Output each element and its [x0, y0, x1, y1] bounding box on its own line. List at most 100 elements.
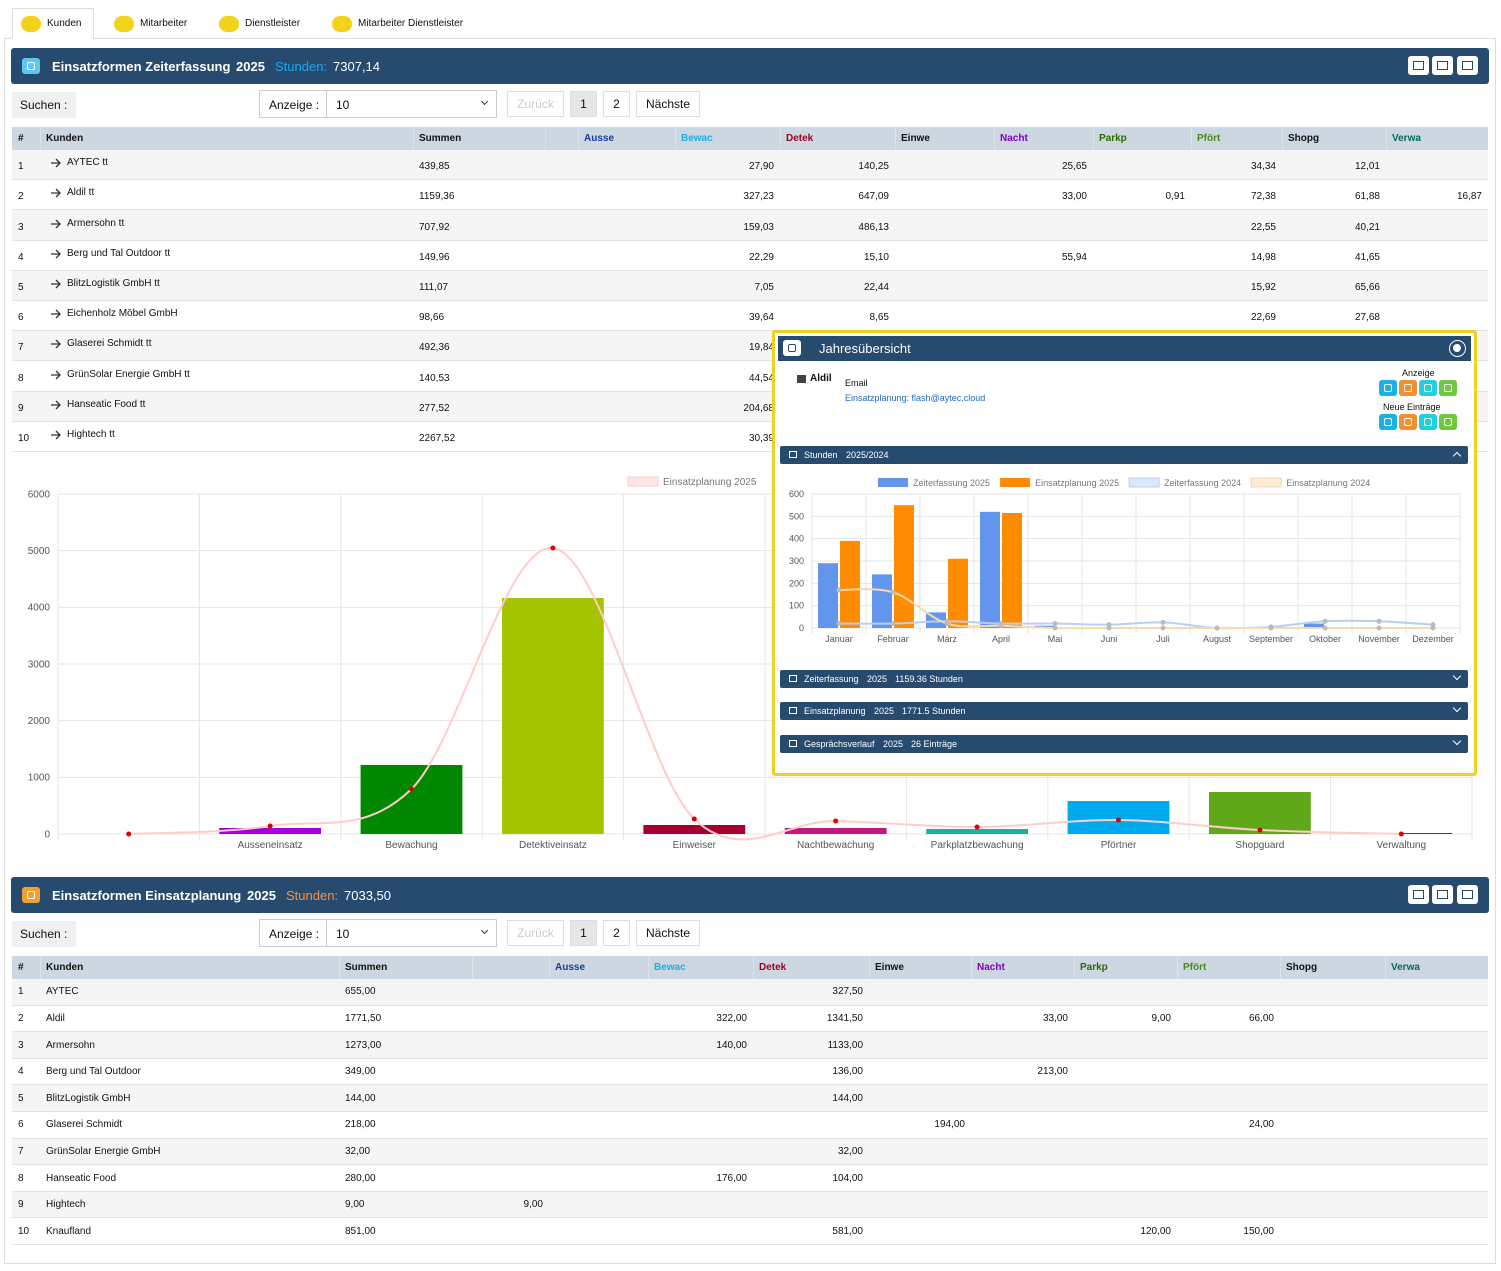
search-label-box[interactable]: Suchen :: [12, 92, 76, 118]
row-arrow[interactable]: [50, 339, 62, 349]
tab[interactable]: Dienstleister: [211, 8, 312, 39]
column-header: Shopg: [1288, 133, 1320, 144]
icon[interactable]: [1439, 380, 1457, 396]
table-row: [12, 1005, 1488, 1033]
year-chart: 0 100 200 300 400 500 600 Januar Februar März Apri…: [789, 477, 1461, 644]
y-tick-label: 100: [789, 601, 804, 611]
section-value: 1159.36 Stunden: [895, 674, 963, 684]
row-arrow[interactable]: [50, 219, 62, 229]
page-button[interactable]: Nächste: [636, 920, 700, 946]
panel-title: Einsatzformen Einsatzplanung: [52, 888, 242, 903]
cell: 22,44: [863, 281, 889, 293]
sort[interactable]: [1270, 134, 1276, 142]
chevron: [480, 97, 489, 106]
icon[interactable]: [1379, 414, 1397, 430]
row-arrow[interactable]: [50, 249, 62, 259]
arrow-path: [51, 188, 61, 198]
sort[interactable]: [1268, 963, 1274, 971]
panel-year: 2025: [236, 59, 265, 74]
cell: 34,34: [1250, 161, 1276, 173]
x-tick-label: März: [937, 634, 957, 644]
tab[interactable]: Kunden: [12, 8, 95, 39]
header-button[interactable]: [1457, 56, 1478, 75]
sort[interactable]: [636, 963, 642, 971]
page-button[interactable]: 2: [603, 920, 630, 946]
icon[interactable]: [1419, 380, 1437, 396]
icon-glyph: [1384, 418, 1392, 426]
sort[interactable]: [883, 134, 889, 142]
row-arrow[interactable]: [50, 430, 62, 440]
sort[interactable]: [1062, 963, 1068, 971]
sort[interactable]: [566, 134, 572, 142]
x-tick-label: Februar: [877, 634, 909, 644]
sort[interactable]: [1476, 963, 1482, 971]
icon[interactable]: [1379, 380, 1397, 396]
tab[interactable]: Mitarbeiter: [106, 8, 199, 39]
row-arrow[interactable]: [50, 188, 62, 198]
header-button[interactable]: [1457, 885, 1478, 904]
sort[interactable]: [741, 963, 747, 971]
email[interactable]: Einsatzplanung: flash@aytec.cloud: [845, 393, 986, 403]
table-row: [12, 150, 1488, 181]
sort[interactable]: [537, 963, 543, 971]
sort[interactable]: [460, 963, 466, 971]
page-button[interactable]: Nächste: [636, 91, 700, 117]
sort[interactable]: [1476, 134, 1482, 142]
cell: 140,00: [716, 1039, 747, 1051]
row-arrow[interactable]: [50, 309, 62, 319]
x-tick-label: Einweiser: [673, 840, 717, 851]
sort[interactable]: [1373, 963, 1379, 971]
tab[interactable]: Mitarbeiter Dienstleister: [324, 8, 475, 39]
page-size-select[interactable]: Anzeige : 10: [259, 90, 497, 118]
section-icon: [789, 707, 797, 714]
page-button[interactable]: 1: [570, 920, 597, 946]
cell: 9,00: [345, 1199, 365, 1211]
sort[interactable]: [959, 963, 965, 971]
x-tick-label: Ausseneinsatz: [238, 840, 303, 851]
header-button[interactable]: [1408, 56, 1429, 75]
panel-year: 2025: [247, 888, 276, 903]
cell: 33,00: [1042, 1012, 1068, 1024]
cell: 5: [18, 281, 24, 293]
close-button[interactable]: [1449, 340, 1466, 357]
point: [1376, 618, 1382, 624]
column-header: Bewac: [654, 962, 686, 973]
section-bar[interactable]: Einsatzplanung 2025 1771.5 Stunden: [780, 702, 1468, 720]
sort[interactable]: [663, 134, 669, 142]
column-header: Detek: [759, 962, 787, 973]
row-arrow[interactable]: [50, 158, 62, 168]
sort[interactable]: [1081, 134, 1087, 142]
search-label-box[interactable]: Suchen :: [12, 921, 76, 947]
sort[interactable]: [1374, 134, 1380, 142]
point: [1398, 831, 1404, 837]
page-button[interactable]: 2: [603, 91, 630, 117]
section-bar[interactable]: Stunden 2025/2024: [780, 446, 1468, 464]
cell: 280,00: [345, 1172, 376, 1184]
sort[interactable]: [1165, 963, 1171, 971]
cell: 150,00: [1243, 1225, 1274, 1237]
section-bar[interactable]: Zeiterfassung 2025 1159.36 Stunden: [780, 670, 1468, 688]
row-arrow[interactable]: [50, 279, 62, 289]
page-size-select[interactable]: Anzeige : 10: [259, 919, 497, 947]
icon[interactable]: [1399, 414, 1417, 430]
header-button[interactable]: [1432, 885, 1453, 904]
row-arrow[interactable]: [50, 400, 62, 410]
page-button[interactable]: 1: [570, 91, 597, 117]
header-button[interactable]: [1408, 885, 1429, 904]
header-button[interactable]: [1432, 56, 1453, 75]
arrow-path: [51, 249, 61, 259]
row-arrow[interactable]: [50, 370, 62, 380]
sort[interactable]: [857, 963, 863, 971]
sort[interactable]: [1179, 134, 1185, 142]
cell: 851,00: [345, 1225, 376, 1237]
section-bar[interactable]: Gesprächsverlauf 2025 26 Einträge: [780, 735, 1468, 753]
point: [974, 824, 980, 830]
icon[interactable]: [1419, 414, 1437, 430]
x-tick-label: April: [992, 634, 1010, 644]
x-tick-label: Bewachung: [385, 840, 437, 851]
sort[interactable]: [982, 134, 988, 142]
sort[interactable]: [533, 134, 539, 142]
icon[interactable]: [1439, 414, 1457, 430]
sort[interactable]: [768, 134, 774, 142]
icon[interactable]: [1399, 380, 1417, 396]
